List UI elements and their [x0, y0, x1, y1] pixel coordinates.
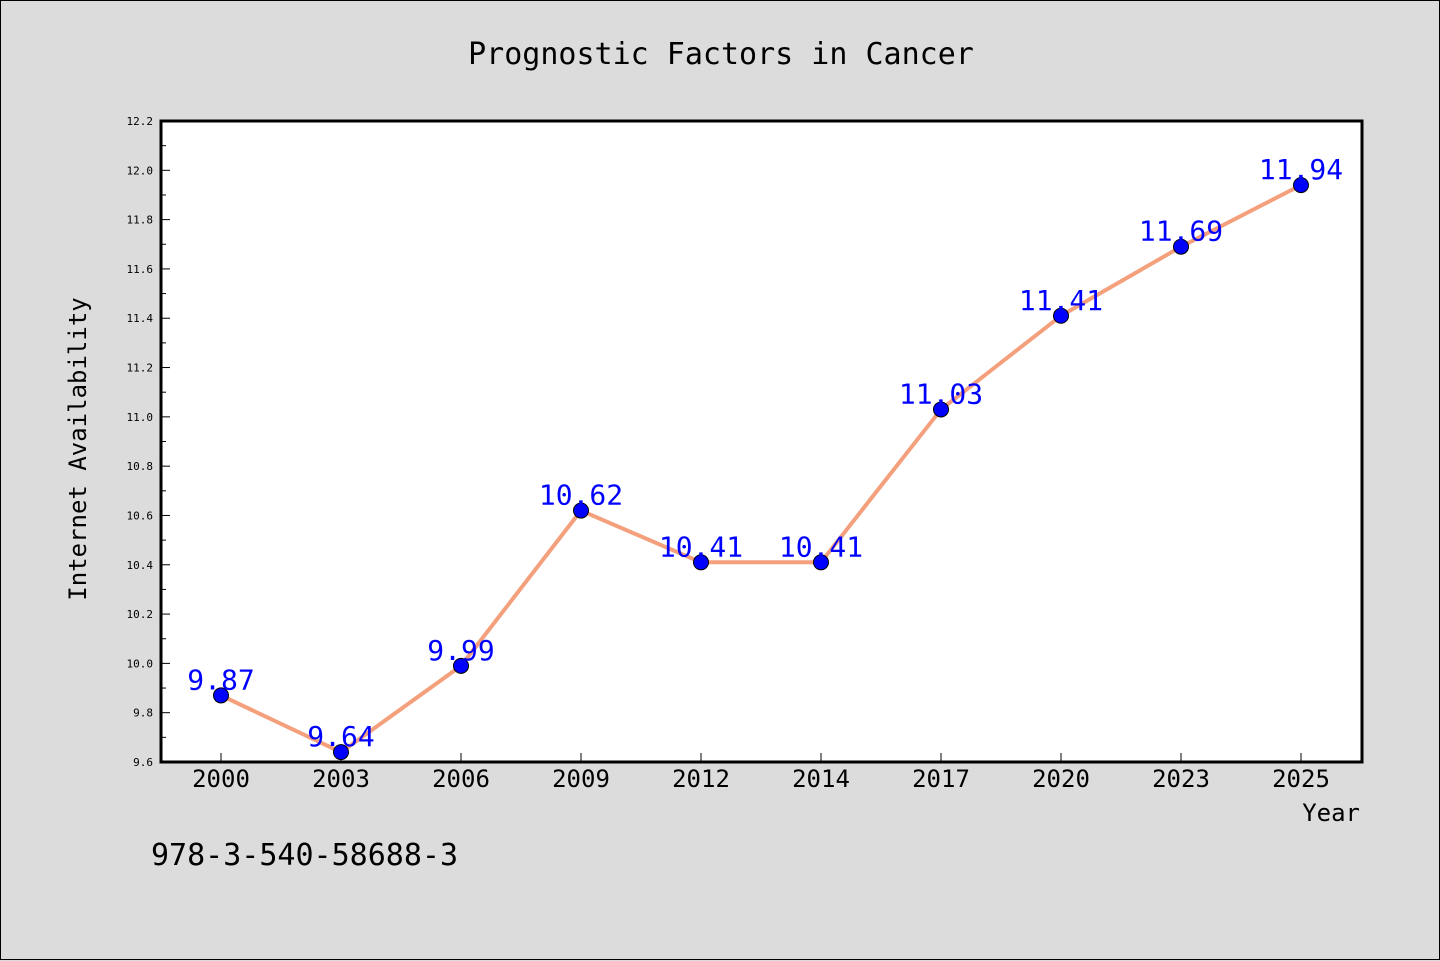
data-label: 10.62: [539, 479, 623, 512]
x-tick-label: 2009: [552, 765, 610, 793]
data-point: [693, 554, 709, 571]
y-tick-label: 10.4: [127, 559, 154, 572]
x-tick-label: 2017: [912, 765, 970, 793]
y-tick-label: 11.0: [127, 411, 154, 424]
x-tick-label: 2000: [192, 765, 250, 793]
x-tick-label: 2012: [672, 765, 730, 793]
data-point: [333, 744, 349, 761]
x-axis-title: Year: [1302, 799, 1360, 827]
data-point: [453, 657, 469, 674]
y-tick-label: 11.2: [127, 362, 154, 375]
x-tick-label: 2023: [1152, 765, 1210, 793]
y-tick-label: 10.2: [127, 608, 154, 621]
y-axis: 9.6 9.8 10.0 10.2 10.4 10.6 10.8 11.0 11.2 11.4 11…: [127, 115, 170, 769]
series-layer: [213, 177, 1309, 761]
plot-area: [159, 119, 1364, 764]
data-point: [933, 401, 949, 418]
y-tick-label: 10.6: [127, 509, 154, 522]
data-point: [1053, 307, 1069, 324]
x-axis: 2000 2003 2006 2009 2012 2014 2017 2020 2023 2025: [192, 753, 1330, 793]
y-tick-label: 10.8: [127, 460, 154, 473]
y-tick-label: 11.4: [127, 312, 154, 325]
data-point: [1173, 238, 1189, 255]
x-tick-label: 2020: [1032, 765, 1090, 793]
data-label: 9.64: [307, 720, 374, 753]
y-tick-label: 10.0: [127, 657, 154, 670]
data-point: [813, 554, 829, 571]
data-label: 10.41: [779, 530, 863, 563]
y-tick-label: 9.6: [133, 756, 153, 769]
x-tick-label: 2014: [792, 765, 850, 793]
x-tick-label: 2025: [1272, 765, 1330, 793]
data-label: 9.99: [427, 634, 494, 667]
data-label: 10.41: [659, 530, 743, 563]
y-tick-label: 12.2: [127, 115, 154, 128]
data-label: 11.69: [1139, 215, 1223, 248]
chart-title: Prognostic Factors in Cancer: [468, 37, 974, 72]
footer-code: 978-3-540-58688-3: [151, 838, 458, 873]
series-line: [220, 183, 1302, 755]
data-point: [573, 502, 589, 519]
x-tick-label: 2006: [432, 765, 490, 793]
data-label: 11.03: [899, 377, 983, 410]
data-label: 11.41: [1019, 284, 1103, 317]
y-tick-label: 11.6: [127, 263, 154, 276]
data-label-layer: 9.87 9.64 9.99 10.62 10.41 10.41 11.03 11.41 11.…: [187, 153, 1343, 753]
y-tick-label: 12.0: [127, 164, 154, 177]
y-tick-label: 11.8: [127, 214, 154, 227]
data-point: [213, 687, 229, 704]
x-tick-label: 2003: [312, 765, 370, 793]
y-tick-label: 9.8: [133, 707, 153, 720]
y-axis-title: Internet Availability: [64, 297, 92, 600]
data-label: 11.94: [1259, 153, 1343, 186]
data-label: 9.87: [187, 663, 254, 696]
data-point: [1293, 177, 1309, 194]
